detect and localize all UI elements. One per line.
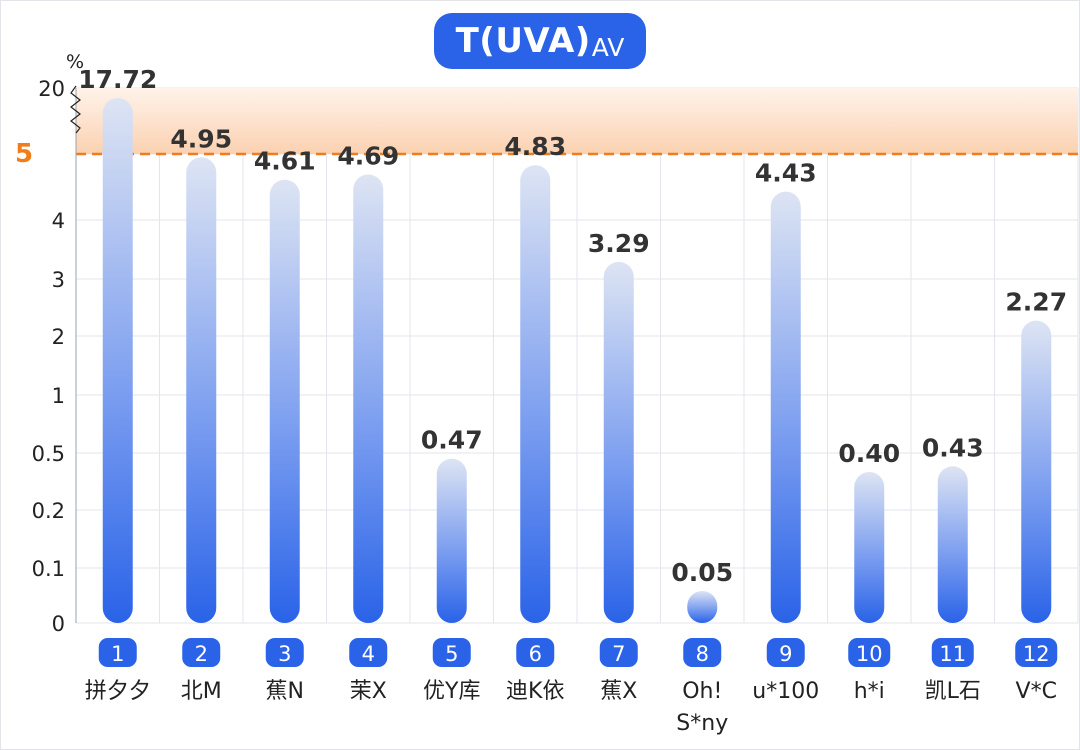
data-label: 3.29 bbox=[588, 229, 650, 258]
threshold-band-fill bbox=[76, 88, 1078, 154]
index-badge bbox=[599, 638, 638, 667]
x-tick-label: S*ny bbox=[676, 711, 728, 736]
y-tick-label: 0.1 bbox=[32, 557, 65, 581]
index-badge bbox=[265, 638, 304, 667]
bar bbox=[102, 98, 133, 624]
index-label: 7 bbox=[612, 642, 625, 666]
chart-title-subscript: AV bbox=[591, 32, 625, 62]
x-tick-label: u*100 bbox=[752, 679, 819, 704]
data-label: 0.40 bbox=[838, 439, 900, 468]
grid bbox=[75, 87, 1079, 624]
index-label: 5 bbox=[445, 642, 458, 666]
data-label: 4.43 bbox=[755, 159, 817, 188]
bar bbox=[854, 472, 885, 623]
index-label: 10 bbox=[856, 642, 883, 666]
bar bbox=[520, 165, 551, 623]
y-tick-label: 3 bbox=[52, 268, 65, 292]
x-tick-label: h*i bbox=[854, 679, 885, 704]
index-badge bbox=[931, 638, 974, 667]
x-tick-label: 北M bbox=[181, 679, 222, 704]
index-badge bbox=[848, 638, 891, 667]
index-label: 12 bbox=[1023, 642, 1050, 666]
data-label: 0.47 bbox=[421, 426, 483, 455]
chart-title: T(UVA) bbox=[455, 21, 591, 61]
y-tick-label: 4 bbox=[52, 209, 65, 233]
index-label: 1 bbox=[111, 642, 124, 666]
y-axis: % 0 0.1 0.2 0.5 1 2 3 4 5 20 bbox=[15, 51, 84, 636]
data-label: 0.05 bbox=[671, 558, 733, 587]
bar bbox=[770, 191, 801, 623]
bar bbox=[603, 261, 634, 623]
bar bbox=[1021, 320, 1052, 623]
bars bbox=[102, 98, 1052, 624]
x-tick-label: 凯L石 bbox=[925, 679, 981, 704]
x-tick-label: 拼夕夕 bbox=[85, 679, 151, 704]
bar bbox=[937, 466, 968, 623]
threshold-band bbox=[76, 88, 1078, 156]
bar bbox=[687, 591, 718, 623]
bar bbox=[436, 458, 467, 623]
y-tick-label: 0.5 bbox=[32, 442, 65, 466]
index-label: 9 bbox=[779, 642, 792, 666]
data-label: 17.72 bbox=[78, 65, 157, 94]
y-tick-label: 2 bbox=[52, 325, 65, 349]
data-label: 2.27 bbox=[1005, 288, 1067, 317]
index-badge bbox=[516, 638, 555, 667]
data-labels: 17.72 4.95 4.61 4.69 0.47 4.83 3.29 0.05 4.43 0.4… bbox=[78, 65, 1067, 587]
index-label: 8 bbox=[696, 642, 709, 666]
index-label: 3 bbox=[278, 642, 291, 666]
x-tick-label: 蕉N bbox=[266, 679, 304, 704]
data-label: 4.61 bbox=[254, 147, 316, 176]
x-tick-label: 迪K依 bbox=[506, 679, 564, 704]
x-axis: 1 拼夕夕 2 北M 3 蕉N 4 茉X 5 优Y库 6 迪K依 7 蕉X 8 Oh! S*ny 9 u*100 10… bbox=[85, 638, 1058, 736]
axis-break-icon bbox=[70, 85, 81, 134]
index-badge bbox=[98, 638, 137, 667]
data-label: 4.83 bbox=[504, 132, 566, 161]
x-tick-label: 蕉X bbox=[600, 679, 637, 704]
index-badge bbox=[683, 638, 722, 667]
index-label: 2 bbox=[195, 642, 208, 666]
index-badge bbox=[182, 638, 221, 667]
bar bbox=[353, 174, 384, 623]
y-tick-label: 20 bbox=[38, 77, 65, 101]
x-tick-label: 茉X bbox=[350, 679, 387, 704]
index-badge bbox=[1015, 638, 1058, 667]
x-tick-label: 优Y库 bbox=[423, 679, 480, 704]
data-label: 4.95 bbox=[170, 124, 232, 153]
x-tick-label: V*C bbox=[1016, 679, 1057, 704]
bar bbox=[269, 179, 300, 624]
y-tick-label: 1 bbox=[52, 384, 65, 408]
bar bbox=[186, 157, 217, 624]
y-tick-label: 0.2 bbox=[32, 499, 65, 523]
index-badge bbox=[349, 638, 388, 667]
index-label: 11 bbox=[939, 642, 966, 666]
data-label: 0.43 bbox=[922, 433, 984, 462]
y-tick-label: 0 bbox=[52, 612, 65, 636]
y-axis-unit: % bbox=[66, 51, 84, 73]
chart-title-badge: T(UVA) AV bbox=[434, 13, 646, 69]
index-label: 6 bbox=[529, 642, 542, 666]
index-label: 4 bbox=[362, 642, 375, 666]
x-tick-label: Oh! bbox=[682, 679, 722, 704]
index-badge bbox=[766, 638, 805, 667]
y-tick-label: 5 bbox=[15, 139, 33, 169]
data-label: 4.69 bbox=[337, 141, 399, 170]
index-badge bbox=[432, 638, 471, 667]
